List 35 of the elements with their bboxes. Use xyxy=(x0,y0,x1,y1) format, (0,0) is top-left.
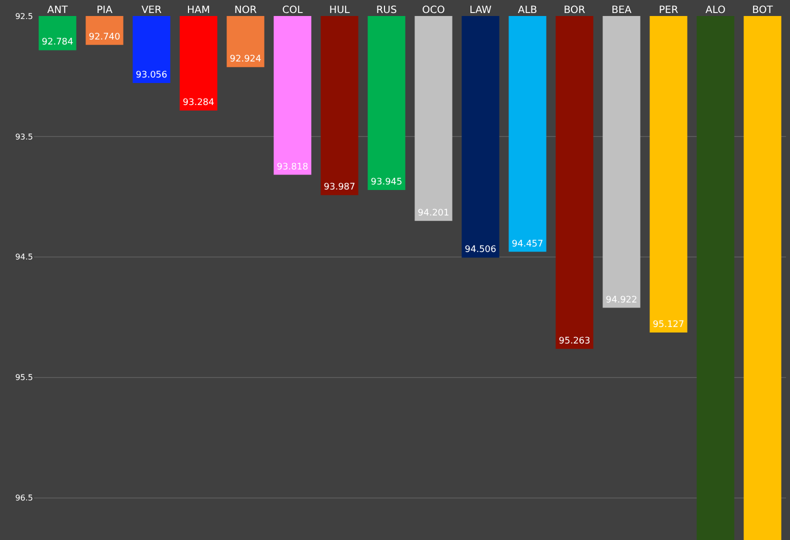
data-label: 93.945 xyxy=(370,178,402,188)
x-tick-label: ANT xyxy=(47,5,69,16)
data-label: 92.924 xyxy=(230,54,262,65)
x-tick-label: ALB xyxy=(518,5,538,16)
x-tick-label: ALO xyxy=(706,5,726,16)
x-tick-label: NOR xyxy=(234,5,257,16)
y-tick-label: 93.5 xyxy=(15,132,33,142)
y-tick-label: 95.5 xyxy=(15,373,33,382)
y-tick-label: 92.5 xyxy=(15,12,33,21)
data-label: 95.263 xyxy=(558,336,591,346)
x-tick-label: BOR xyxy=(564,5,586,16)
data-label: 94.457 xyxy=(512,239,544,250)
x-tick-label: BOT xyxy=(752,5,774,16)
x-tick-label: HUL xyxy=(329,5,350,16)
data-label: 94.506 xyxy=(464,245,497,256)
x-tick-label: RUS xyxy=(376,5,397,16)
x-tick-label: HAM xyxy=(187,5,210,16)
x-tick-label: VER xyxy=(141,5,162,16)
y-tick-label: 96.5 xyxy=(15,494,33,503)
x-tick-label: PER xyxy=(658,5,678,16)
x-tick-label: LAW xyxy=(470,5,492,16)
y-tick-label: 94.5 xyxy=(15,252,33,262)
data-label: 93.284 xyxy=(182,98,215,108)
x-tick-label: OCO xyxy=(422,5,445,16)
x-tick-label: COL xyxy=(282,5,304,16)
data-label: 94.201 xyxy=(418,208,450,218)
data-label: 92.740 xyxy=(88,32,121,42)
data-label: 93.056 xyxy=(136,70,168,81)
data-label: 94.922 xyxy=(606,295,638,306)
data-label: 95.127 xyxy=(652,320,684,330)
data-label: 93.987 xyxy=(324,182,356,193)
x-tick-label: BEA xyxy=(611,5,632,16)
x-tick-label: PIA xyxy=(96,5,113,16)
data-label: 92.784 xyxy=(42,38,74,48)
data-label: 93.818 xyxy=(276,162,309,172)
